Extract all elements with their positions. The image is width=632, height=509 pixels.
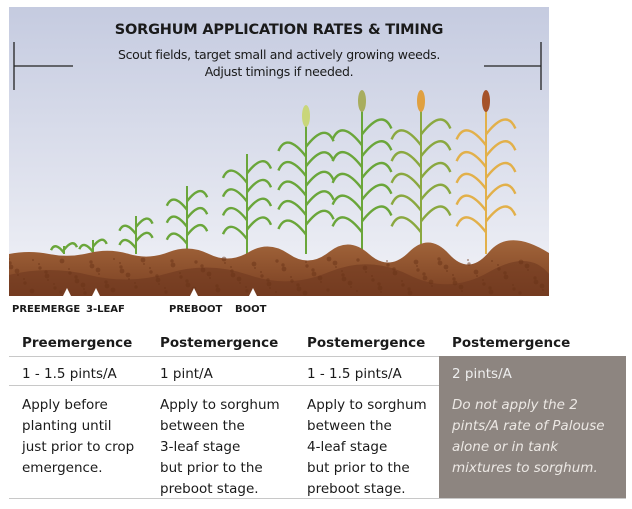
sorghum-plant bbox=[390, 90, 452, 254]
column-header: Preemergence bbox=[22, 335, 133, 351]
stage-label-preemerge: PREEMERGE bbox=[12, 304, 81, 315]
stage-label-3leaf: 3-LEAF bbox=[86, 304, 125, 315]
sorghum-plant bbox=[455, 90, 517, 254]
sorghum-growth-illustration bbox=[9, 7, 549, 296]
subtitle-line-1: Scout fields, target small and actively … bbox=[117, 47, 441, 62]
description-cell: Apply to sorghum between the 4-leaf stag… bbox=[307, 397, 427, 497]
rate-cell: 1 pint/A bbox=[160, 366, 213, 382]
stage-marker-preboot bbox=[190, 288, 198, 296]
stage-label-preboot: PREBOOT bbox=[169, 304, 223, 315]
subtitle-line-2: Adjust timings if needed. bbox=[204, 64, 354, 79]
stage-marker-boot bbox=[249, 288, 257, 296]
column-header: Postemergence bbox=[160, 335, 279, 351]
stage-label-boot: BOOT bbox=[235, 304, 267, 315]
warning-cell-background bbox=[439, 356, 626, 498]
description-cell: Apply to sorghum between the 3-leaf stag… bbox=[160, 397, 280, 497]
rate-cell: 2 pints/A bbox=[452, 366, 512, 382]
scale-bracket-right bbox=[484, 42, 542, 90]
description-cell: Do not apply the 2 pints/A rate of Palou… bbox=[452, 397, 605, 476]
stage-marker-3leaf bbox=[92, 288, 100, 296]
scale-bracket-left bbox=[13, 42, 73, 90]
column-header: Postemergence bbox=[452, 335, 571, 351]
rate-cell: 1 - 1.5 pints/A bbox=[22, 366, 117, 382]
column-header: Postemergence bbox=[307, 335, 426, 351]
rate-cell: 1 - 1.5 pints/A bbox=[307, 366, 402, 382]
sorghum-plant bbox=[49, 242, 79, 254]
sorghum-plant bbox=[331, 90, 393, 254]
sorghum-plant bbox=[118, 216, 154, 254]
sorghum-plant bbox=[78, 238, 108, 254]
sorghum-plant bbox=[221, 154, 273, 254]
description-cell: Apply before planting until just prior t… bbox=[22, 397, 135, 476]
stage-marker-preemerge bbox=[63, 288, 71, 296]
sorghum-plant bbox=[165, 186, 209, 254]
page-title: SORGHUM APPLICATION RATES & TIMING bbox=[114, 22, 444, 38]
